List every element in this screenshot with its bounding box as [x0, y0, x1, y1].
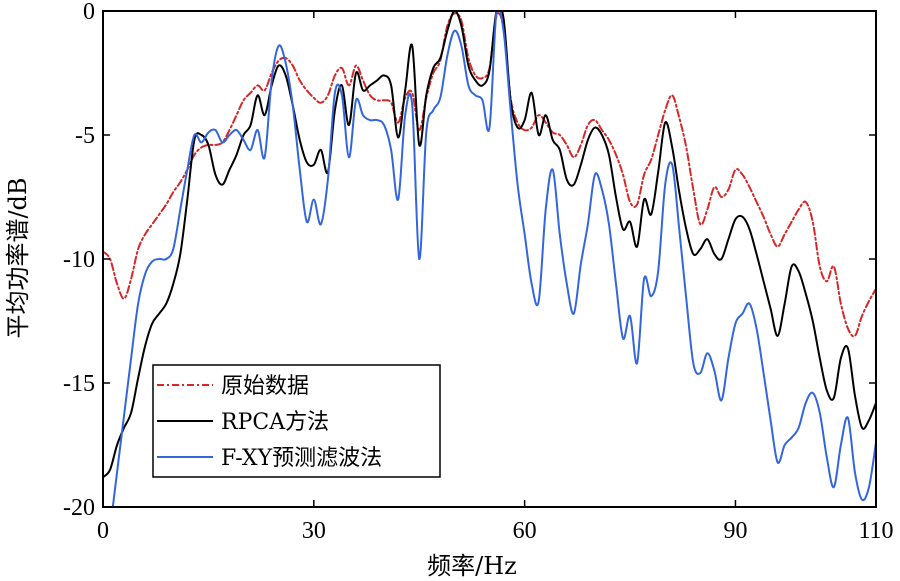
series-line-3 — [111, 11, 876, 507]
ticks-layer: 0 30 60 90 110 0 -5 -10 -15 -20 — [63, 0, 894, 544]
y-tick-label: -10 — [63, 247, 95, 273]
x-tick-label: 90 — [723, 518, 747, 544]
x-tick-label: 0 — [97, 518, 109, 544]
legend-label-2: RPCA方法 — [221, 410, 329, 435]
y-tick-label: -15 — [63, 371, 95, 397]
y-tick-label: -5 — [75, 123, 95, 149]
series-line-2 — [103, 11, 876, 479]
legend: 原始数据 RPCA方法 F-XY预测滤波法 — [152, 364, 441, 478]
y-tick-label: 0 — [83, 0, 95, 25]
x-tick-label: 30 — [302, 518, 326, 544]
x-tick-label: 110 — [858, 518, 893, 544]
legend-label-3: F-XY预测滤波法 — [221, 446, 382, 471]
legend-label-1: 原始数据 — [221, 374, 309, 399]
series-layer — [103, 11, 876, 507]
x-tick-label: 60 — [513, 518, 537, 544]
y-tick-label: -20 — [63, 495, 95, 521]
x-axis-title: 频率/Hz — [427, 552, 517, 580]
y-axis-title: 平均功率谱/dB — [4, 177, 32, 338]
